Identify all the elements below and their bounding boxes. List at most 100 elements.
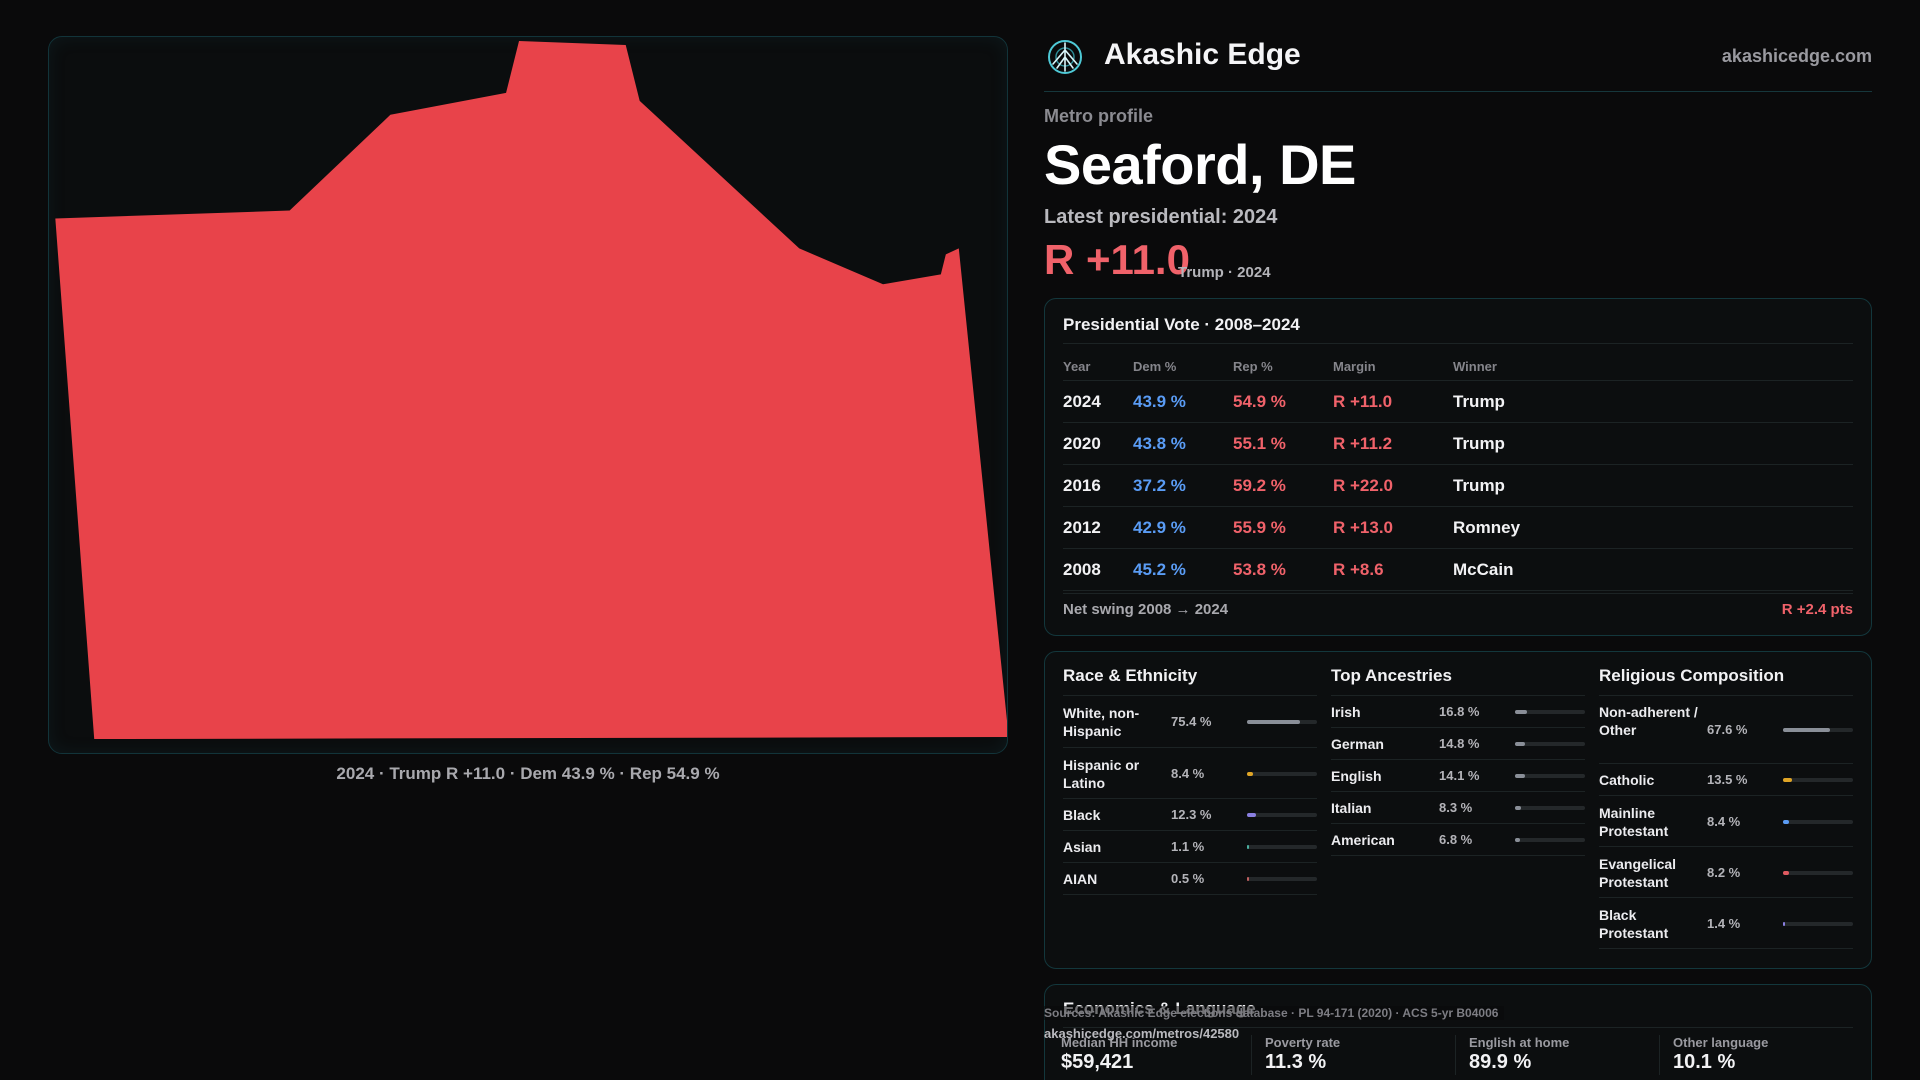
row-winner: Trump [1453,476,1505,495]
demo-label: Black Protestant [1599,906,1669,941]
demo-bar [1515,742,1585,746]
net-swing-value: R +2.4 pts [1781,601,1853,618]
sources-url-link[interactable]: akashicedge.com/metros/42580 [1044,1026,1240,1041]
demo-bar [1247,720,1317,724]
row-rep: 55.9 % [1233,518,1286,537]
demo-label: AIAN [1063,871,1098,887]
demo-value: 8.2 % [1707,864,1741,880]
demo-bar [1783,778,1853,782]
econ-stat: Median HH income $59,421 [1045,1035,1249,1080]
demo-label: Evangelical Protestant [1599,855,1677,890]
religion-title: Religious Composition [1599,666,1853,696]
econ-value: $59,421 [1061,1051,1134,1073]
econ-stat: Poverty rate 11.3 % [1249,1035,1453,1080]
row-year: 2016 [1063,476,1101,495]
demo-label: Non-adherent / Other [1599,704,1698,738]
header-dem: Dem % [1133,359,1177,374]
demo-bar-fill [1247,845,1249,849]
row-dem: 42.9 % [1133,518,1186,537]
metro-eyebrow: Metro profile [1044,106,1154,126]
latest-presidential-label: Latest presidential: 2024 [1044,206,1278,228]
demo-value: 12.3 % [1171,807,1212,822]
ancestry-title: Top Ancestries [1331,666,1585,696]
brand-name: Akashic Edge [1104,38,1301,71]
demo-label: German [1331,736,1384,752]
demo-label: English [1331,768,1382,784]
demo-bar [1783,819,1853,824]
demo-bar-fill [1783,778,1793,782]
row-dem: 45.2 % [1133,560,1186,579]
demo-bar [1783,921,1853,926]
list-item: American 6.8 % [1331,824,1585,856]
header-winner: Winner [1453,359,1497,374]
row-winner: Trump [1453,434,1505,453]
econ-label: English at home [1469,1035,1570,1050]
demo-bar [1247,845,1317,849]
demographics-card: Race & Ethnicity White, non-Hispanic 75.4… [1044,651,1872,969]
list-item: Black 12.3 % [1063,799,1317,831]
list-item: Irish 16.8 % [1331,696,1585,728]
row-winner: Trump [1453,392,1505,411]
list-item: English 14.1 % [1331,760,1585,792]
demo-label: Catholic [1599,772,1655,788]
demo-bar-fill [1783,728,1831,732]
header-rep: Rep % [1233,359,1273,374]
metro-map-svg [55,40,1007,740]
sources-note: Sources: Akashic Edge elections database… [1044,1006,1505,1020]
demo-bar-fill [1515,742,1526,746]
religion-column: Religious Composition Non-adherent / Oth… [1599,666,1853,949]
econ-label: Median HH income [1061,1035,1178,1050]
row-margin: R +11.2 [1333,434,1393,453]
map-caption: 2024 · Trump R +11.0 · Dem 43.9 % · Rep … [336,764,720,783]
row-dem: 37.2 % [1133,476,1186,495]
demo-label: Black [1063,807,1101,823]
demo-bar [1247,771,1317,776]
demo-label: Italian [1331,800,1372,816]
demo-bar-fill [1783,870,1789,875]
list-item: Non-adherent / Other 67.6 % [1599,696,1853,764]
demo-label: White, non-Hispanic [1063,705,1140,739]
brand-url-link[interactable]: akashicedge.com [1721,46,1872,66]
row-rep: 53.8 % [1233,560,1286,579]
row-margin: R +8.6 [1333,560,1384,579]
header-margin: Margin [1333,359,1376,374]
profile-panel: Akashic Edge akashicedge.com Metro profi… [1044,0,1872,1080]
metro-boundary-shape[interactable] [55,40,1007,740]
econ-label: Poverty rate [1265,1035,1341,1050]
divider [1063,1027,1853,1028]
demo-label: American [1331,832,1395,848]
demo-label: Hispanic or Latino [1063,756,1140,791]
list-item: AIAN 0.5 % [1063,863,1317,895]
demo-label: Asian [1063,839,1102,855]
demo-bar-fill [1515,710,1527,714]
demo-bar-fill [1515,806,1521,810]
demo-bar-fill [1783,921,1785,926]
demo-value: 14.8 % [1439,736,1480,751]
table-row: 2016 37.2 % 59.2 % R +22.0 Trump [1063,465,1853,507]
econ-stat: Other language 10.1 % [1657,1035,1861,1080]
vote-table-header: Year Dem % Rep % Margin Winner [1063,351,1853,381]
race-ethnicity-column: Race & Ethnicity White, non-Hispanic 75.4… [1063,666,1317,895]
row-margin: R +13.0 [1333,518,1394,537]
list-item: Italian 8.3 % [1331,792,1585,824]
demo-value: 67.6 % [1707,722,1748,737]
list-item: Catholic 13.5 % [1599,764,1853,796]
table-row: 2020 43.8 % 55.1 % R +11.2 Trump [1063,423,1853,465]
row-year: 2012 [1063,518,1101,537]
metro-map[interactable] [48,36,1008,754]
econ-label: Other language [1673,1035,1769,1050]
demo-bar-fill [1247,877,1249,881]
row-rep: 55.1 % [1233,434,1286,453]
divider [1455,1035,1456,1075]
row-rep: 59.2 % [1233,476,1286,495]
demo-bar [1783,728,1853,732]
list-item: White, non-Hispanic 75.4 % [1063,696,1317,748]
demo-value: 6.8 % [1439,832,1473,847]
demo-value: 14.1 % [1439,768,1480,783]
row-year: 2008 [1063,560,1101,579]
divider [1659,1035,1660,1075]
divider [1063,343,1853,344]
econ-value: 89.9 % [1469,1051,1532,1073]
sun-compass-icon [1048,40,1082,74]
row-year: 2020 [1063,434,1101,453]
